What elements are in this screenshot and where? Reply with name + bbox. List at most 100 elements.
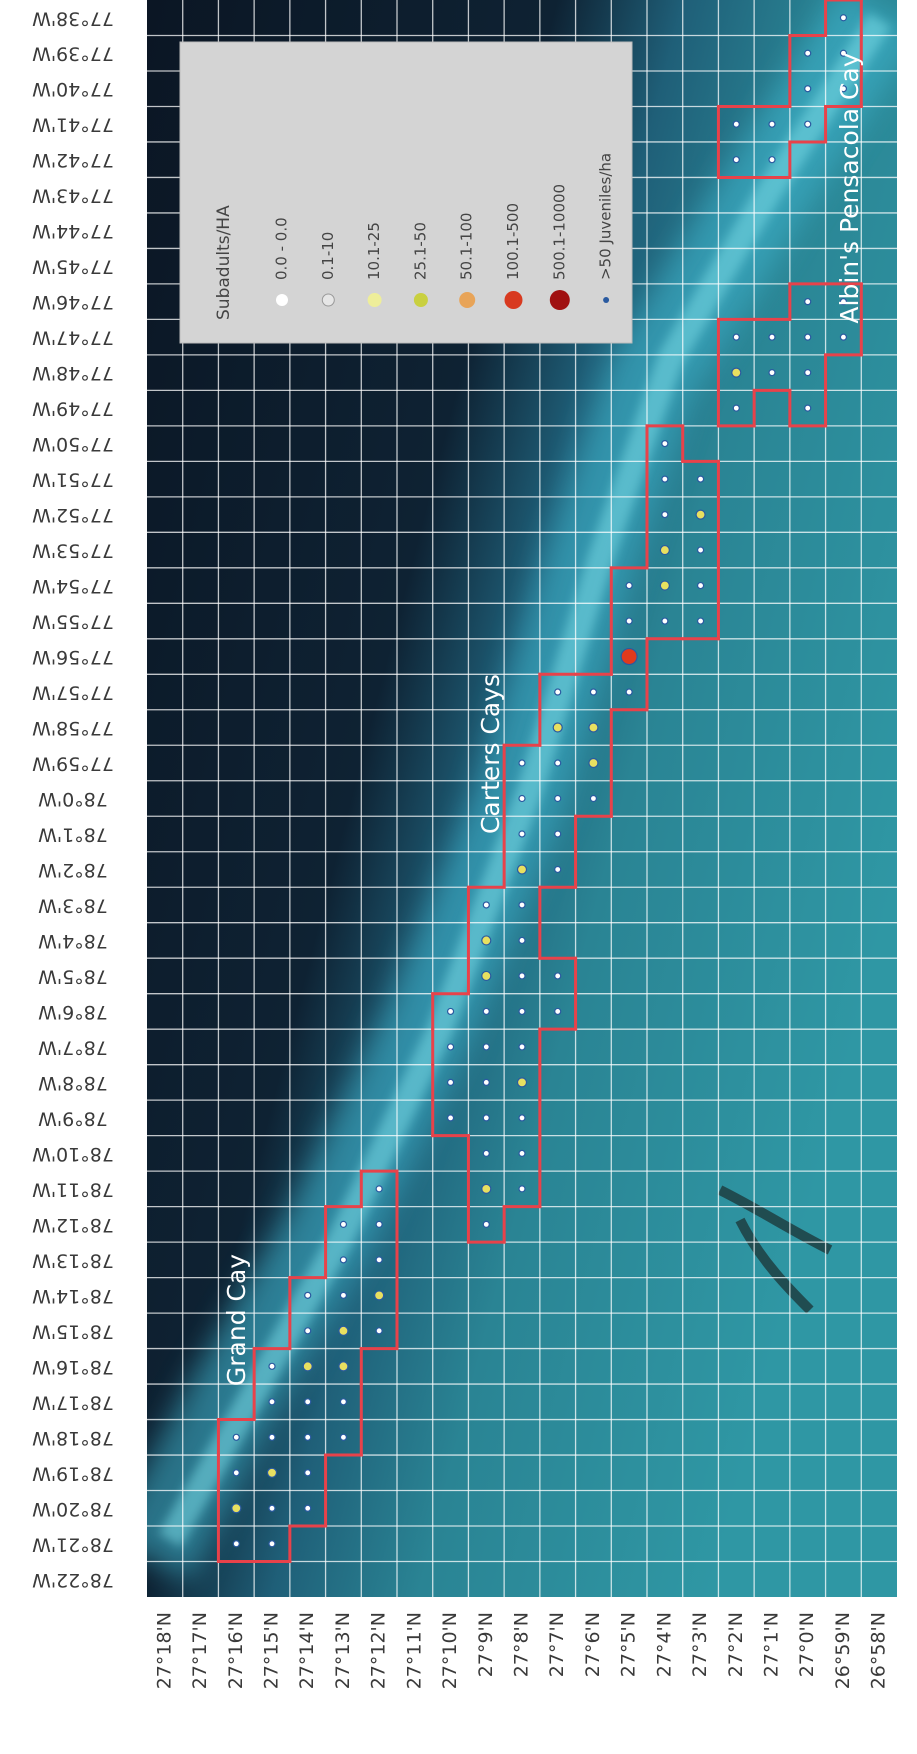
survey-dot [375,1291,384,1300]
longitude-label: 77°53'W [32,540,114,562]
survey-dot [519,1044,525,1050]
longitude-label: 77°59'W [32,753,114,775]
longitude-label: 77°48'W [32,362,114,384]
longitude-label: 77°52'W [32,504,114,526]
survey-dot [483,1221,489,1227]
survey-dot [805,50,811,56]
survey-dot [519,937,525,943]
survey-dot [519,831,525,837]
survey-dot [589,759,598,768]
latitude-label: 27°15'N [261,1612,283,1689]
legend-item: 25.1-50 [411,222,429,280]
survey-dot [305,1399,311,1405]
longitude-label: 78°9'W [38,1107,108,1129]
longitude-label: 78°0'W [38,788,108,810]
latitude-label: 27°1'N [761,1612,783,1677]
survey-dot [483,1115,489,1121]
survey-dot [769,121,775,127]
survey-dot [519,760,525,766]
longitude-label: 77°55'W [32,611,114,633]
legend-title: Subadults/HA [214,205,234,320]
survey-dot [305,1505,311,1511]
legend-item: >50 Juveniles/ha [597,153,615,280]
survey-dot [805,405,811,411]
longitude-label: 77°54'W [32,575,114,597]
survey-dot [698,583,704,589]
longitude-label: 78°1'W [38,823,108,845]
survey-dot [698,547,704,553]
survey-dot [519,1186,525,1192]
survey-dot [339,1362,348,1371]
legend: Subadults/HA0.0 - 0.00.1-1010.1-2525.1-5… [180,42,632,343]
longitude-label: 78°10'W [32,1143,114,1165]
longitude-label: 78°12'W [32,1214,114,1236]
longitude-label: 78°11'W [32,1178,114,1200]
longitude-label: 77°39'W [32,43,114,65]
latitude-label: 27°13'N [332,1612,354,1689]
survey-dot [233,1434,239,1440]
latitude-label: 27°12'N [368,1612,390,1689]
survey-dot [805,370,811,376]
latitude-label: 27°0'N [796,1612,818,1677]
survey-dot [662,476,668,482]
longitude-label: 78°21'W [32,1533,114,1555]
longitude-label: 78°22'W [32,1569,114,1591]
survey-dot [555,866,561,872]
legend-swatch [459,292,475,308]
survey-dot [340,1292,346,1298]
survey-dot [305,1328,311,1334]
survey-dot [519,902,525,908]
survey-dot [448,1115,454,1121]
longitude-label: 77°47'W [32,327,114,349]
longitude-label: 78°17'W [32,1391,114,1413]
survey-dot [482,1184,491,1193]
survey-dot [305,1470,311,1476]
latitude-label: 27°10'N [439,1612,461,1689]
survey-dot [589,723,598,732]
survey-dot [232,1504,241,1513]
legend-item: 500.1-10000 [550,184,568,280]
legend-swatch [550,290,570,310]
survey-dot [621,649,637,665]
survey-dot [626,618,632,624]
map-figure: 77°38'W77°39'W77°40'W77°41'W77°42'W77°43… [0,0,917,1754]
survey-dot [733,334,739,340]
survey-dot [555,1008,561,1014]
legend-item: 50.1-100 [458,213,476,280]
survey-dot [376,1186,382,1192]
survey-dot [698,476,704,482]
latitude-label: 27°6'N [582,1612,604,1677]
latitude-label: 27°3'N [689,1612,711,1677]
survey-dot [553,723,562,732]
survey-dot [805,299,811,305]
legend-item: 100.1-500 [504,203,522,280]
survey-dot [482,936,491,945]
survey-dot [626,583,632,589]
survey-dot [769,370,775,376]
legend-swatch [603,297,609,303]
survey-dot [555,689,561,695]
survey-dot [696,510,705,519]
survey-dot [376,1257,382,1263]
survey-dot [769,157,775,163]
survey-dot [483,1079,489,1085]
survey-dot [698,618,704,624]
latitude-label: 27°2'N [725,1612,747,1677]
survey-dot [269,1434,275,1440]
legend-item: 0.0 - 0.0 [273,217,291,280]
survey-dot [518,1078,527,1087]
legend-swatch [368,293,382,307]
survey-dot [269,1541,275,1547]
longitude-label: 78°2'W [38,859,108,881]
survey-dot [660,581,669,590]
longitude-label: 78°6'W [38,1001,108,1023]
survey-dot [233,1541,239,1547]
latitude-label: 27°17'N [189,1612,211,1689]
latitude-label: 27°4'N [653,1612,675,1677]
survey-dot [376,1221,382,1227]
place-label: Albin's Pensacola Cay [835,52,864,323]
survey-dot [483,1044,489,1050]
latitude-label: 27°16'N [225,1612,247,1689]
survey-dot [482,971,491,980]
survey-dot [733,121,739,127]
